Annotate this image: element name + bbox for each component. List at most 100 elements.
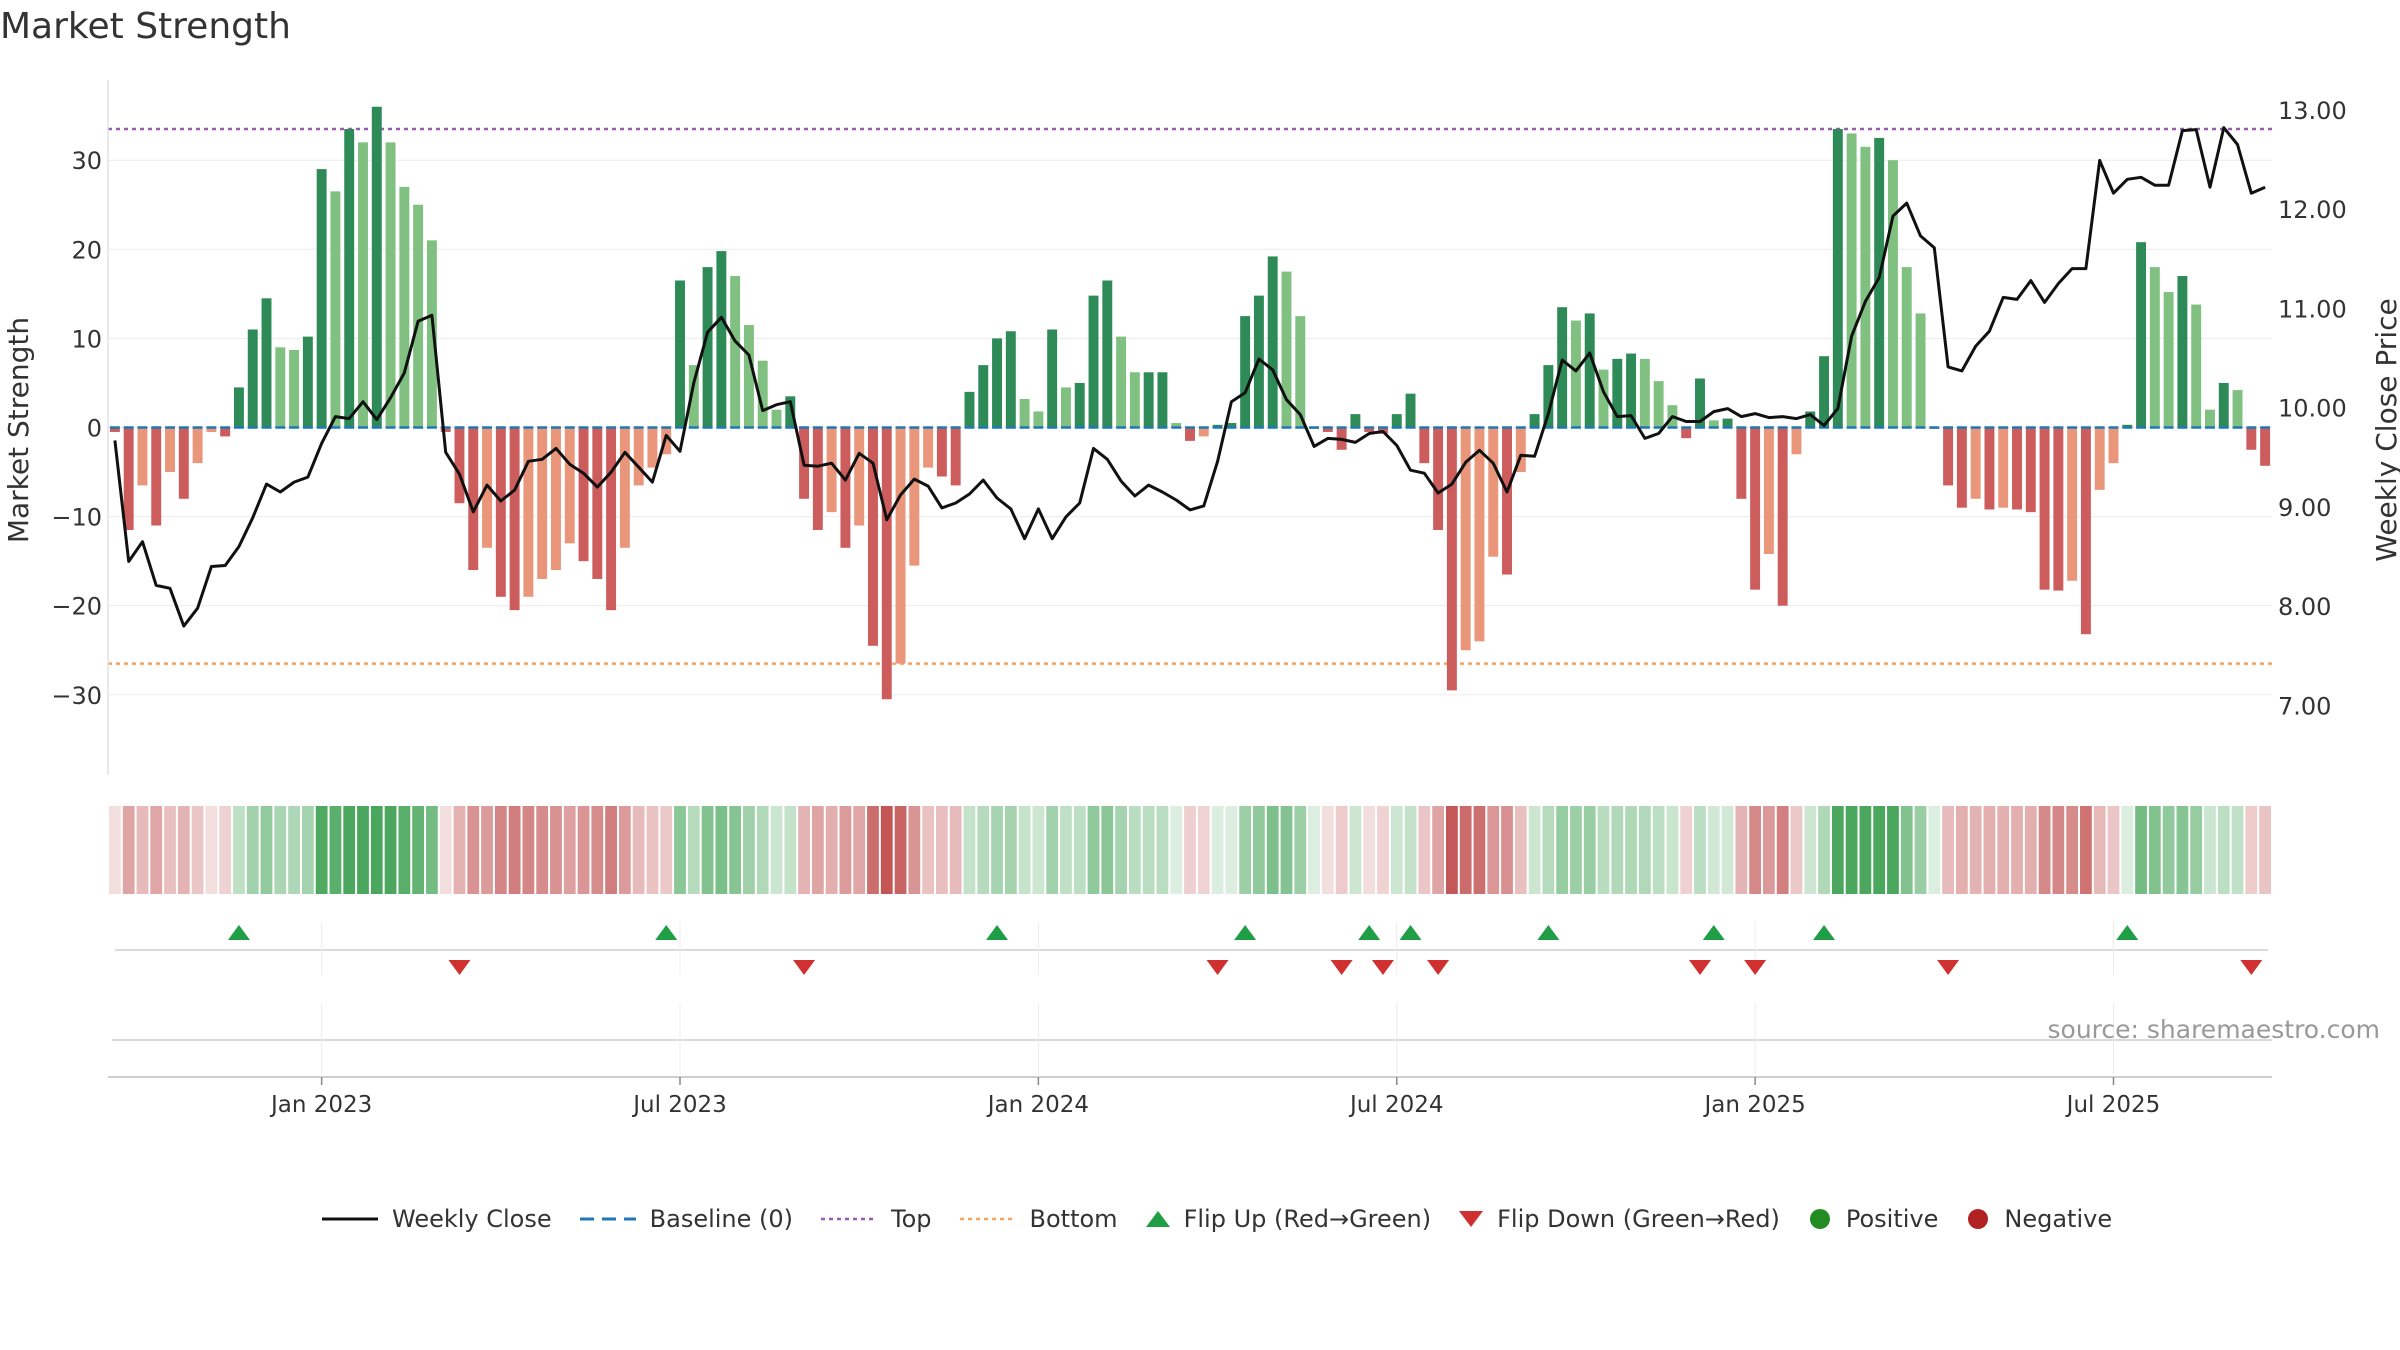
flip-up-marker: [2116, 925, 2139, 940]
strip-cell: [1294, 806, 1307, 894]
flip-up-marker: [655, 925, 678, 940]
strip-cell: [177, 806, 190, 894]
strength-bar: [1901, 267, 1912, 428]
x-tick-label: Jan 2023: [269, 1092, 372, 1118]
strip-cell: [453, 806, 466, 894]
x-tick-label: Jul 2024: [1348, 1092, 1444, 1118]
strength-bar: [2191, 304, 2202, 428]
strength-bar: [688, 365, 699, 428]
strength-bar: [1956, 427, 1967, 508]
flip-up-marker: [986, 925, 1009, 940]
x-tick-label: Jan 2025: [1702, 1092, 1805, 1118]
strength-bar: [1805, 411, 1816, 428]
strip-cell: [2121, 806, 2134, 894]
legend-item: Bottom: [958, 1205, 1118, 1233]
triangle-down-icon: [1459, 1211, 1484, 1227]
x-tick-label: Jan 2024: [986, 1092, 1089, 1118]
strength-bar: [440, 427, 451, 432]
strip-cell: [1680, 806, 1693, 894]
line-dotted-icon: [821, 1217, 878, 1221]
flip-down-marker: [1330, 960, 1353, 975]
strip-cell: [1997, 806, 2010, 894]
strip-cell: [1321, 806, 1334, 894]
strength-bar: [1143, 372, 1154, 428]
strip-cell: [398, 806, 411, 894]
strip-cell: [1349, 806, 1362, 894]
strip-cell: [1873, 806, 1886, 894]
strength-bar: [1557, 307, 1568, 428]
strength-bar: [1984, 427, 1995, 510]
strip-cell: [2176, 806, 2189, 894]
y2-tick-label: 11.00: [2278, 295, 2347, 323]
strip-cell: [687, 806, 700, 894]
strip-cell: [315, 806, 328, 894]
legend-label: Flip Up (Red→Green): [1183, 1205, 1432, 1233]
strip-cell: [660, 806, 673, 894]
strip-cell: [205, 806, 218, 894]
strength-bar: [1874, 137, 1885, 428]
y2-tick-label: 7.00: [2278, 693, 2331, 721]
strip-cell: [2245, 806, 2258, 894]
flip-down-marker: [793, 960, 816, 975]
y2-tick-label: 13.00: [2278, 97, 2347, 125]
strength-bar: [275, 347, 286, 428]
price-line: [113, 126, 2266, 628]
strength-bar: [909, 427, 920, 566]
strip-cell: [770, 806, 783, 894]
strip-cell: [1556, 806, 1569, 894]
strip-cell: [467, 806, 480, 894]
strip-cell: [1280, 806, 1293, 894]
strip-cell: [1211, 806, 1224, 894]
strip-cell: [729, 806, 742, 894]
strength-bar: [1915, 313, 1926, 428]
flip-down-marker: [2240, 960, 2263, 975]
strength-bar: [1626, 353, 1637, 428]
strip-cell: [2066, 806, 2079, 894]
legend-label: Negative: [2004, 1205, 2113, 1233]
strength-bar: [2039, 427, 2050, 590]
strip-cell: [1115, 806, 1127, 894]
strip-cell: [2259, 806, 2271, 894]
strength-bar: [978, 365, 989, 428]
strength-bar: [1074, 382, 1085, 428]
strip-cell: [1528, 806, 1541, 894]
strength-bar: [1653, 381, 1664, 428]
strength-bars: [109, 106, 2271, 700]
strip-cell: [1955, 806, 1968, 894]
strength-bar: [330, 191, 341, 428]
strength-bar: [1322, 427, 1333, 432]
strength-bar: [1267, 256, 1278, 428]
strip-cell: [550, 806, 562, 894]
strip-cell: [1308, 806, 1320, 894]
flip-down-marker: [1744, 960, 1767, 975]
strip-cell: [1928, 806, 1941, 894]
strip-cell: [1032, 806, 1045, 894]
strength-bar: [619, 427, 630, 548]
strip-cell: [1652, 806, 1665, 894]
strength-bar: [192, 427, 203, 464]
strength-bar: [1488, 427, 1499, 557]
strip-cell: [605, 806, 617, 894]
strip-cell: [1790, 806, 1803, 894]
strength-bar: [661, 427, 672, 455]
legend-label: Weekly Close: [392, 1205, 552, 1233]
strength-bar: [1681, 427, 1692, 439]
strip-cell: [743, 806, 755, 894]
strip-cell: [591, 806, 604, 894]
strip-cell: [1170, 806, 1183, 894]
y-tick-label: −10: [51, 504, 102, 532]
strength-bar: [1391, 414, 1402, 428]
strip-cell: [1445, 806, 1458, 894]
strip-cell: [122, 806, 135, 894]
strip-cell: [301, 806, 314, 894]
y-axis-label: Market Strength: [2, 317, 35, 543]
legend-label: Positive: [1845, 1205, 1939, 1233]
strength-bar: [2232, 390, 2243, 428]
strip-cell: [2135, 806, 2147, 894]
strip-cell: [1253, 806, 1265, 894]
strip-cell: [1570, 806, 1582, 894]
strip-cell: [1900, 806, 1913, 894]
strip-cell: [343, 806, 356, 894]
strength-bar: [716, 251, 727, 428]
strip-cell: [1473, 806, 1486, 894]
